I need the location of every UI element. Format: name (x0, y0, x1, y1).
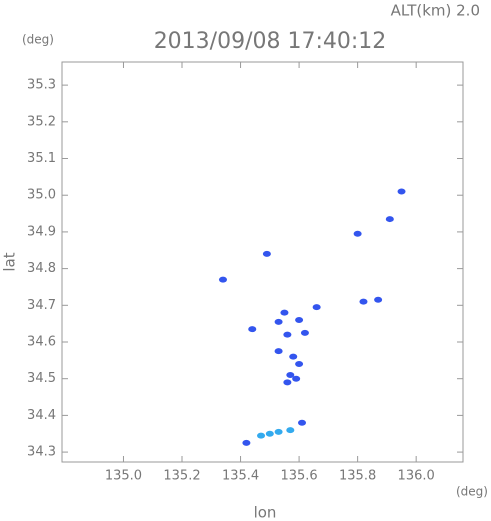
x-tick-label: 135.4 (222, 469, 259, 484)
y-tick-label: 35.3 (27, 78, 56, 93)
echo-point (262, 250, 271, 257)
y-axis-label: lat (1, 252, 19, 271)
echo-point (300, 329, 309, 336)
x-tick-label: 135.6 (280, 469, 317, 484)
echo-point (359, 298, 368, 305)
echo-point (257, 432, 266, 439)
echo-point (283, 379, 292, 386)
y-tick-label: 35.0 (27, 188, 56, 203)
y-tick-label: 35.2 (27, 114, 56, 129)
x-unit: (deg) (456, 485, 488, 499)
y-unit: (deg) (22, 33, 54, 47)
echo-point (312, 304, 321, 311)
y-tick-label: 34.6 (27, 335, 56, 350)
y-tick-label: 34.9 (27, 224, 56, 239)
echo-point (289, 353, 298, 360)
x-tick-label: 135.2 (163, 469, 200, 484)
echo-point (385, 216, 394, 223)
echo-point (283, 331, 292, 338)
subtitle: ALT(km) 2.0 (391, 2, 480, 20)
echo-point (274, 318, 283, 325)
y-tick-label: 35.1 (27, 151, 56, 166)
echo-point (248, 326, 257, 333)
echo-point (374, 296, 383, 303)
echo-point (286, 372, 295, 379)
y-tick-label: 34.7 (27, 298, 56, 313)
echo-point (298, 419, 307, 426)
echo-point (242, 439, 251, 446)
x-axis-label: lon (254, 504, 277, 521)
echo-point (274, 348, 283, 355)
x-tick-label: 136.0 (398, 469, 435, 484)
y-tick-label: 34.4 (27, 408, 56, 423)
x-tick-label: 135.0 (105, 469, 142, 484)
echo-point (295, 361, 304, 368)
echo-point (274, 428, 283, 435)
echo-point (265, 430, 274, 437)
y-tick-label: 34.5 (27, 371, 56, 386)
echo-point (295, 316, 304, 323)
echo-point (292, 375, 301, 382)
y-tick-label: 34.8 (27, 261, 56, 276)
echo-point (218, 276, 227, 283)
echo-point (280, 309, 289, 316)
echo-point (353, 230, 362, 237)
plot-frame (61, 61, 464, 463)
echo-point (397, 188, 406, 195)
x-tick-label: 135.8 (339, 469, 376, 484)
chart-title: 2013/09/08 17:40:12 (154, 29, 387, 54)
echo-point (286, 427, 295, 434)
y-tick-label: 34.3 (27, 445, 56, 460)
